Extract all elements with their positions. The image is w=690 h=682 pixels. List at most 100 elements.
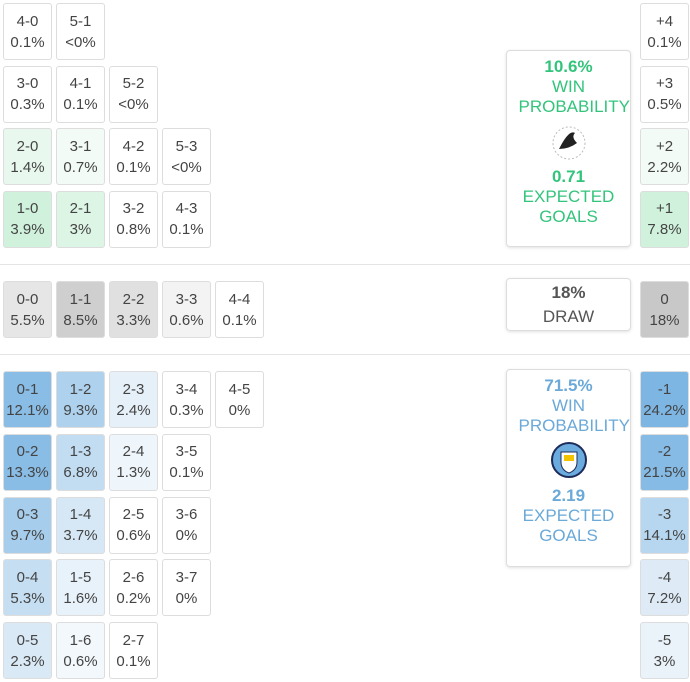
score-cell: 2-3 2.4% <box>109 371 158 428</box>
probability: 9.3% <box>63 401 98 419</box>
score: 5-1 <box>69 12 92 30</box>
score-cell: 4-2 0.1% <box>109 128 158 185</box>
probability: 0.6% <box>116 527 151 544</box>
score: 2-6 <box>122 568 145 586</box>
score-cell: 3-6 0% <box>162 496 211 554</box>
team-logo <box>550 442 587 478</box>
score: 2-2 <box>122 290 145 308</box>
probability: 0.1% <box>63 96 98 113</box>
probability: 3% <box>69 221 92 238</box>
probability: 9.7% <box>10 527 45 544</box>
probability: 0.1% <box>222 311 257 329</box>
score: 3-7 <box>175 568 198 586</box>
probability: 0.6% <box>169 311 204 329</box>
probability: 2.4% <box>116 401 151 419</box>
probability: 0.1% <box>647 33 682 51</box>
score-cell: 4-3 0.1% <box>162 190 211 248</box>
score: -1 <box>657 380 672 398</box>
score: 2-5 <box>122 506 145 523</box>
win-label: WIN PROBABILITY <box>518 396 630 435</box>
score-cell: 2-4 1.3% <box>109 433 158 491</box>
probability: 1.4% <box>10 158 45 176</box>
score: 1-6 <box>69 631 92 649</box>
score: -3 <box>657 506 672 523</box>
score: 3-5 <box>175 443 198 461</box>
probability: 0.1% <box>169 464 204 482</box>
probability: 0.2% <box>116 589 151 607</box>
score-cell: 2-6 0.2% <box>109 559 158 617</box>
probability: <0% <box>171 158 202 176</box>
score: +3 <box>655 75 674 92</box>
score: 1-5 <box>69 568 92 586</box>
score: 1-1 <box>69 290 92 308</box>
probability: 0.3% <box>169 401 204 419</box>
draw-label: DRAW <box>542 307 595 326</box>
probability: 2.2% <box>647 158 682 176</box>
probability: 3.9% <box>10 221 45 238</box>
score: 1-2 <box>69 380 92 398</box>
score-cell: 0-3 9.7% <box>3 496 52 554</box>
score: -2 <box>657 443 672 461</box>
divider <box>0 354 690 355</box>
probability: 3.7% <box>63 527 98 544</box>
score: 0-4 <box>16 568 39 586</box>
score-cell: 5-2 <0% <box>109 65 158 123</box>
probability: 0.1% <box>169 221 204 238</box>
xg: 0.71 <box>551 167 586 186</box>
score-cell: +3 0.5% <box>640 65 689 123</box>
score: -5 <box>657 631 672 649</box>
score-cell: 1-6 0.6% <box>56 622 105 679</box>
score: 5-3 <box>175 137 198 155</box>
score-cell: -3 14.1% <box>640 496 689 554</box>
probability: 12.1% <box>6 401 49 419</box>
score: 0 <box>660 290 669 308</box>
score: 3-0 <box>16 75 39 92</box>
score: 2-3 <box>122 380 145 398</box>
probability: 14.1% <box>643 527 686 544</box>
xg-label: EXPECTED GOALS <box>522 187 615 226</box>
score-cell: 2-1 3% <box>56 190 105 248</box>
score: 0-2 <box>16 443 39 461</box>
score-cell: 1-2 9.3% <box>56 371 105 428</box>
probability: 1.3% <box>116 464 151 482</box>
score-cell: 3-1 0.7% <box>56 128 105 185</box>
score: 2-7 <box>122 631 145 649</box>
score-cell: 4-0 0.1% <box>3 3 52 60</box>
probability: 3.3% <box>116 311 151 329</box>
score-cell: 3-2 0.8% <box>109 190 158 248</box>
probability: 0.7% <box>63 158 98 176</box>
probability: 7.8% <box>647 221 682 238</box>
score: 4-1 <box>69 75 92 92</box>
score-cell: 1-4 3.7% <box>56 496 105 554</box>
score-cell: -5 3% <box>640 622 689 679</box>
xg-label: EXPECTED GOALS <box>522 506 615 545</box>
score-cell: 0-0 5.5% <box>3 281 52 338</box>
away-summary: 71.5% WIN PROBABILITY 2.19 EXPECTED GOAL… <box>506 369 631 567</box>
score-cell: +1 7.8% <box>640 190 689 248</box>
probability: 13.3% <box>6 464 49 482</box>
score: 4-2 <box>122 137 145 155</box>
score: 0-3 <box>16 506 39 523</box>
score-cell: 5-1 <0% <box>56 3 105 60</box>
score-cell: 0 18% <box>640 281 689 338</box>
probability: 7.2% <box>647 589 682 607</box>
probability: <0% <box>118 96 149 113</box>
score-cell: 2-2 3.3% <box>109 281 158 338</box>
draw-summary: 18% DRAW <box>506 278 631 331</box>
score-cell: 1-3 6.8% <box>56 433 105 491</box>
score-cell: 2-7 0.1% <box>109 622 158 679</box>
score: -4 <box>657 568 672 586</box>
score-cell: +4 0.1% <box>640 3 689 60</box>
probability: 6.8% <box>63 464 98 482</box>
score-cell: 3-3 0.6% <box>162 281 211 338</box>
team-logo <box>552 126 585 160</box>
probability: 21.5% <box>643 464 686 482</box>
score: 3-6 <box>175 506 198 523</box>
score: 4-0 <box>16 12 39 30</box>
probability: <0% <box>65 33 96 51</box>
probability: 18% <box>649 311 680 329</box>
score: 4-3 <box>175 200 198 217</box>
score-cell: 0-4 5.3% <box>3 559 52 617</box>
score-cell: 3-4 0.3% <box>162 371 211 428</box>
